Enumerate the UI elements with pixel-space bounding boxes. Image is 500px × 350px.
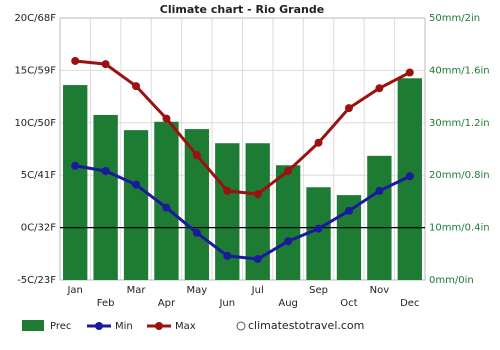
bar [275, 165, 301, 280]
x-tick-label: Oct [340, 298, 357, 309]
bar [63, 85, 88, 281]
marker [223, 251, 232, 260]
marker [284, 237, 293, 246]
y2-tick-label: 40mm/1.6in [429, 65, 490, 76]
marker [405, 68, 414, 77]
legend-label: Prec [50, 321, 71, 332]
x-tick-label: Feb [97, 298, 115, 309]
x-tick-label: May [187, 285, 208, 296]
marker [375, 186, 384, 195]
line [74, 164, 411, 261]
marker [284, 167, 293, 176]
marker [344, 104, 353, 113]
marker [314, 224, 323, 233]
marker [375, 84, 384, 93]
x-tick-label: Nov [370, 285, 390, 296]
watermark: climatestotravel.com [248, 319, 364, 332]
plot-frame [59, 17, 426, 281]
y2-tick-label: 0mm/0in [429, 275, 474, 286]
x-tick-label: Dec [400, 298, 419, 309]
y-tick-label: 20C/68F [14, 13, 56, 24]
y-tick-label: 5C/41F [21, 170, 56, 181]
x-tick-label: Sep [309, 285, 328, 296]
marker [71, 161, 80, 170]
x-tick-label: Jul [251, 285, 264, 296]
bar [367, 155, 392, 280]
marker [132, 82, 141, 91]
legend-swatch [22, 320, 44, 331]
chart-title: Climate chart - Rio Grande [160, 3, 324, 16]
marker [344, 206, 353, 215]
marker [223, 186, 232, 195]
y-tick-label: 10C/50F [14, 118, 56, 129]
marker [162, 114, 171, 123]
x-tick-label: Apr [158, 298, 176, 309]
x-tick-label: Mar [127, 285, 147, 296]
bar [93, 114, 118, 280]
marker [253, 255, 262, 264]
x-tick-label: Jan [66, 285, 82, 296]
x-tick-label: Jun [218, 298, 235, 309]
marker [162, 203, 171, 212]
marker [192, 228, 201, 237]
watermark-icon [236, 321, 246, 331]
marker [101, 60, 110, 69]
marker [192, 151, 201, 160]
y-tick-label: -5C/23F [17, 275, 56, 286]
y2-tick-label: 50mm/2in [429, 13, 480, 24]
bar [306, 187, 331, 280]
y-tick-label: 15C/59F [14, 65, 56, 76]
legend-label: Min [115, 321, 133, 332]
line [75, 59, 411, 196]
bar [123, 130, 149, 280]
y2-tick-label: 20mm/0.8in [429, 170, 490, 181]
y2-tick-label: 30mm/1.2in [429, 118, 490, 129]
marker [71, 56, 80, 65]
marker [101, 167, 110, 176]
marker [314, 138, 323, 147]
x-tick-label: Aug [278, 298, 298, 309]
marker [132, 180, 141, 189]
y2-tick-label: 10mm/0.4in [429, 223, 490, 234]
legend-marker [95, 322, 103, 330]
legend-label: Max [175, 321, 196, 332]
marker [405, 172, 414, 181]
marker [253, 190, 262, 199]
legend-marker [155, 322, 163, 330]
y-tick-label: 0C/32F [21, 223, 56, 234]
